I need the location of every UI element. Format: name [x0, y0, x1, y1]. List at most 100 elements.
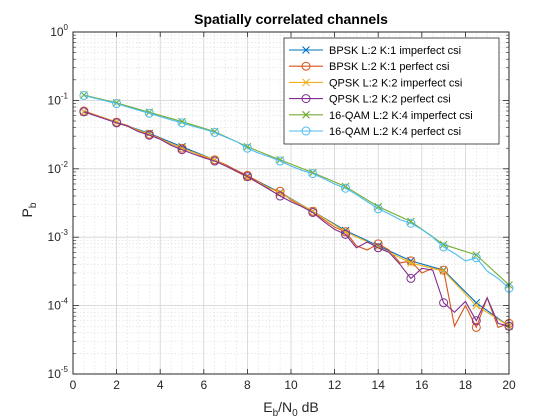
y-tick-label: 10-1: [48, 91, 69, 107]
ticks: [72, 31, 510, 375]
x-tick-label: 2: [113, 378, 120, 392]
x-tick-label: 20: [502, 378, 516, 392]
y-tick-label-base: 10: [48, 299, 62, 313]
y-tick-label-exponent: 0: [64, 23, 69, 32]
legend-marker: [301, 126, 311, 136]
series-layer: [79, 90, 514, 332]
y-tick-label: 10-4: [48, 297, 69, 313]
data-point: [308, 169, 318, 179]
data-point: [308, 207, 318, 217]
x-tick-label: 14: [372, 378, 386, 392]
data-point: [439, 298, 449, 308]
data-point: [407, 217, 415, 226]
x-tick-label: 12: [328, 378, 342, 392]
x-tick-label: 8: [244, 378, 251, 392]
data-point: [439, 267, 448, 275]
x-axis-label-main: E: [263, 399, 272, 415]
y-tick-label: 10-5: [48, 365, 69, 381]
data-point: [341, 227, 350, 237]
y-axis-label: Pb: [19, 202, 39, 217]
data-point: [79, 90, 89, 100]
x-tick-label: 10: [284, 378, 298, 392]
series-3: [80, 107, 513, 331]
data-point: [439, 240, 448, 249]
data-point: [341, 182, 350, 191]
x-tick-label: 0: [70, 378, 77, 392]
legend-label: BPSK L:2 K:1 perfect csi: [329, 61, 449, 73]
data-point: [275, 191, 285, 201]
data-point: [275, 156, 285, 166]
legend-label: QPSK L:2 K:2 perfect csi: [329, 94, 451, 106]
y-tick-label-base: 10: [48, 93, 62, 107]
data-point: [144, 130, 154, 140]
chart-title: Spatially correlated channels: [194, 11, 388, 27]
legend-entry: 16-QAM L:2 K:4 imperfect csi: [289, 110, 473, 122]
data-point: [276, 189, 284, 198]
y-tick-label: 10-3: [48, 228, 69, 244]
data-point: [79, 107, 89, 117]
y-axis-label-main: P: [19, 208, 35, 217]
legend-marker: [302, 78, 310, 87]
legend-entry: QPSK L:2 K:2 perfect csi: [289, 94, 451, 106]
x-tick-label: 18: [459, 378, 473, 392]
y-tick-label-exponent: -1: [61, 91, 69, 100]
x-axis-label-unit: dB: [298, 399, 319, 415]
data-point: [373, 204, 383, 214]
x-tick-label: 16: [415, 378, 429, 392]
x-tick-labels: 0 2 4 6 8 10 12 14 16 18 20: [70, 378, 516, 392]
y-tick-label-base: 10: [50, 25, 64, 39]
legend-entry: QPSK L:2 K:2 imperfect csi: [289, 77, 462, 89]
legend-label: QPSK L:2 K:2 imperfect csi: [329, 77, 462, 89]
data-point: [112, 99, 122, 109]
legend: BPSK L:2 K:1 imperfect csi BPSK L:2 K:1 p…: [283, 37, 500, 145]
data-point: [341, 227, 350, 236]
data-point: [210, 156, 220, 166]
y-tick-label: 10-2: [48, 160, 69, 176]
legend-marker: [301, 61, 311, 71]
data-point: [471, 253, 481, 263]
x-tick-label: 4: [157, 378, 164, 392]
legend-label: BPSK L:2 K:1 imperfect csi: [329, 45, 461, 57]
series-line: [83, 94, 510, 289]
y-axis-label-sub: b: [28, 202, 39, 208]
y-tick-label-base: 10: [48, 367, 62, 381]
legend-marker: [302, 46, 310, 54]
legend-entry: BPSK L:2 K:1 perfect csi: [289, 61, 449, 73]
legend-entry: 16-QAM L:2 K:4 perfect csi: [289, 126, 461, 138]
data-point: [341, 229, 350, 239]
data-point: [472, 301, 481, 310]
legend-box: [283, 37, 500, 145]
series-line: [83, 111, 510, 327]
y-tick-label-base: 10: [48, 162, 62, 176]
series-6: [79, 90, 514, 293]
data-point: [242, 172, 252, 182]
x-tick-label: 6: [200, 378, 207, 392]
data-point: [177, 118, 187, 128]
x-axis-label: Eb/N0 dB: [263, 399, 318, 419]
data-point: [373, 243, 383, 253]
data-point: [406, 218, 416, 228]
data-point: [406, 273, 416, 283]
legend-marker: [302, 110, 310, 119]
data-point: [80, 107, 88, 116]
data-point: [407, 259, 415, 267]
legend-marker: [301, 94, 311, 104]
data-point: [112, 118, 122, 128]
y-tick-label-exponent: -2: [61, 160, 69, 169]
data-point: [210, 127, 220, 137]
y-tick-label-exponent: -5: [61, 365, 69, 374]
data-point: [439, 242, 449, 252]
legend-entry: BPSK L:2 K:1 imperfect csi: [289, 45, 461, 57]
legend-label: 16-QAM L:2 K:4 perfect csi: [329, 126, 461, 138]
y-tick-label-exponent: -3: [61, 228, 69, 237]
x-axis-label-mid: /N: [278, 399, 292, 415]
data-point: [242, 143, 252, 153]
series-line: [83, 111, 510, 327]
legend-label: 16-QAM L:2 K:4 imperfect csi: [329, 110, 473, 122]
data-point: [374, 202, 383, 211]
data-point: [472, 251, 481, 259]
data-point: [341, 183, 350, 193]
y-tick-label: 100: [50, 23, 68, 39]
data-point: [472, 298, 481, 307]
